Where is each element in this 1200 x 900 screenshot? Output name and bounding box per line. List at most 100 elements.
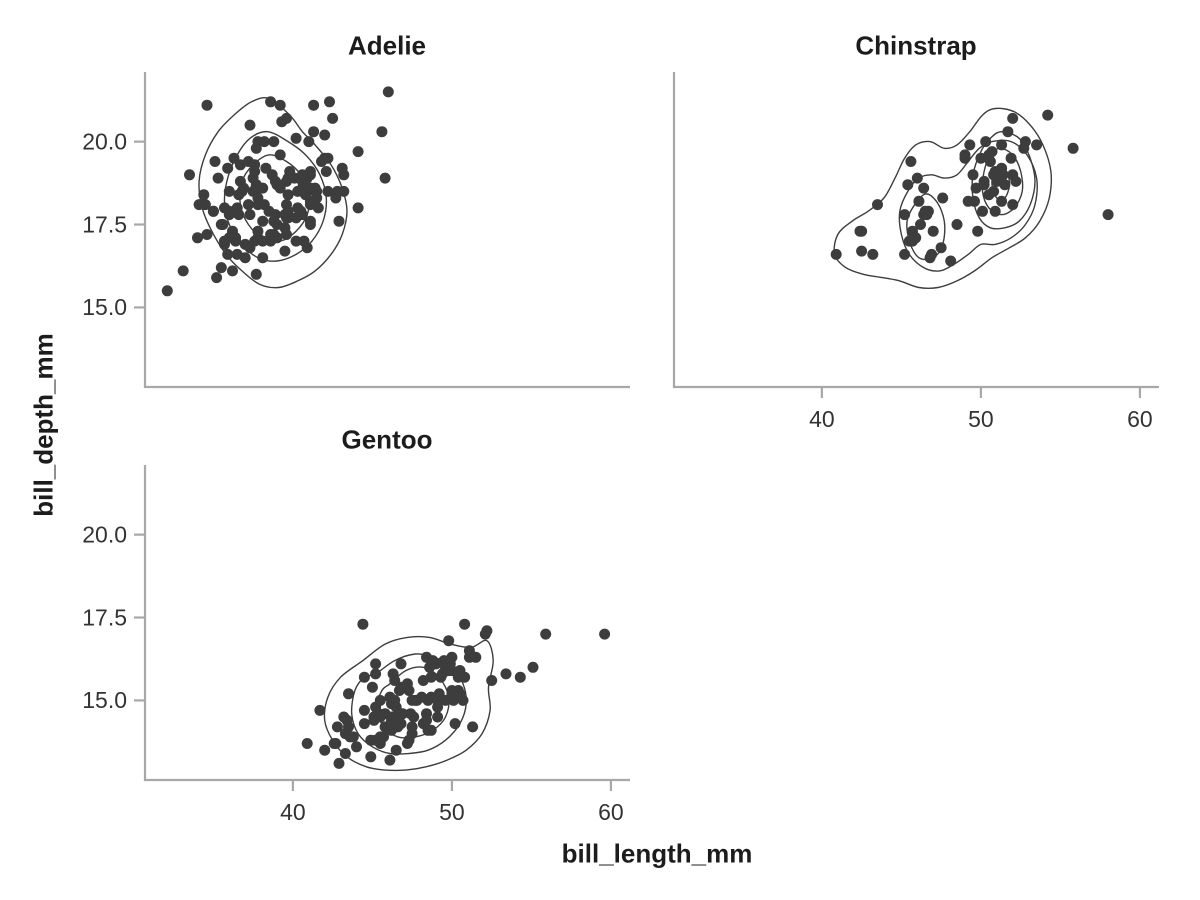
x-tick-label: 40: [809, 406, 835, 432]
data-point: [322, 185, 334, 197]
data-point: [397, 708, 409, 720]
data-point: [432, 694, 444, 706]
data-point: [319, 129, 331, 141]
data-point: [376, 126, 388, 138]
data-point: [989, 205, 1001, 217]
data-point: [184, 169, 195, 181]
data-point: [967, 169, 979, 181]
data-point: [358, 704, 370, 716]
data-point: [201, 229, 213, 240]
data-point: [265, 96, 277, 108]
data-point: [161, 285, 173, 297]
data-point: [211, 272, 223, 284]
x-axis-title: bill_length_mm: [561, 838, 753, 869]
data-point: [421, 714, 432, 726]
data-point: [370, 658, 382, 670]
y-tick-label: 15.0: [82, 687, 127, 713]
data-point: [177, 265, 189, 277]
data-point: [959, 149, 971, 161]
data-point: [244, 242, 256, 254]
data-point: [257, 215, 269, 227]
data-point: [303, 136, 315, 148]
data-point: [244, 119, 256, 131]
data-point: [1067, 142, 1079, 154]
data-point: [984, 156, 996, 167]
data-point: [937, 192, 949, 204]
y-tick-label: 17.5: [82, 604, 127, 630]
data-point: [239, 252, 251, 264]
data-point: [199, 199, 211, 211]
data-point: [422, 724, 434, 736]
data-point: [290, 132, 302, 144]
data-point: [252, 199, 264, 211]
data-point: [279, 245, 291, 257]
data-point: [481, 625, 493, 637]
data-point: [370, 701, 382, 713]
data-point: [244, 209, 256, 221]
data-point: [915, 219, 926, 230]
data-point: [249, 166, 261, 177]
data-point: [972, 225, 984, 237]
data-point: [1007, 199, 1019, 211]
data-point: [301, 738, 313, 749]
data-point: [406, 694, 418, 706]
data-point: [258, 136, 270, 148]
data-point: [198, 189, 210, 201]
data-point: [996, 139, 1008, 151]
data-point: [1102, 209, 1114, 221]
data-point: [351, 741, 362, 753]
data-point: [357, 618, 369, 630]
data-point: [386, 724, 397, 736]
data-point: [927, 225, 939, 237]
y-axis-title: bill_depth_mm: [28, 333, 59, 517]
data-point: [222, 162, 234, 174]
data-point: [514, 671, 526, 683]
data-point: [257, 252, 269, 264]
y-tick-label: 20.0: [82, 521, 127, 547]
data-point: [386, 714, 397, 726]
data-point: [899, 209, 911, 221]
data-point: [290, 235, 302, 247]
data-point: [382, 86, 394, 98]
facet-panel-chinstrap: 40 50 60: [672, 72, 1159, 432]
density-contour: [981, 147, 1024, 216]
data-point: [298, 235, 310, 247]
data-point: [459, 618, 471, 630]
data-point: [977, 205, 988, 217]
data-point: [913, 195, 925, 207]
data-point: [281, 112, 292, 124]
data-point: [223, 185, 235, 197]
data-point: [907, 225, 918, 237]
data-point: [997, 169, 1009, 181]
panel-title-adelie: Adelie: [347, 30, 427, 61]
data-point: [470, 651, 482, 663]
data-point: [212, 172, 224, 184]
data-point: [986, 146, 998, 158]
x-tick-label: 50: [968, 406, 994, 432]
data-point: [274, 182, 286, 194]
data-point: [449, 718, 461, 730]
data-point: [320, 166, 332, 177]
data-point: [872, 199, 883, 211]
data-point: [395, 658, 407, 670]
data-point: [222, 248, 234, 260]
data-point: [988, 185, 1000, 197]
data-point: [951, 219, 963, 230]
data-point: [924, 252, 936, 264]
data-point: [336, 162, 348, 174]
data-point: [308, 99, 320, 111]
data-point: [215, 262, 227, 274]
data-point: [500, 668, 512, 680]
data-point: [1042, 109, 1054, 121]
data-point: [268, 136, 280, 148]
data-point: [314, 704, 326, 716]
data-point: [274, 149, 286, 161]
data-point: [443, 635, 455, 647]
data-point: [341, 714, 353, 726]
data-point: [365, 734, 377, 746]
data-point: [384, 754, 396, 766]
data-point: [980, 136, 992, 148]
data-point: [228, 152, 240, 164]
data-point: [401, 738, 413, 749]
y-tick-label: 15.0: [82, 294, 127, 320]
